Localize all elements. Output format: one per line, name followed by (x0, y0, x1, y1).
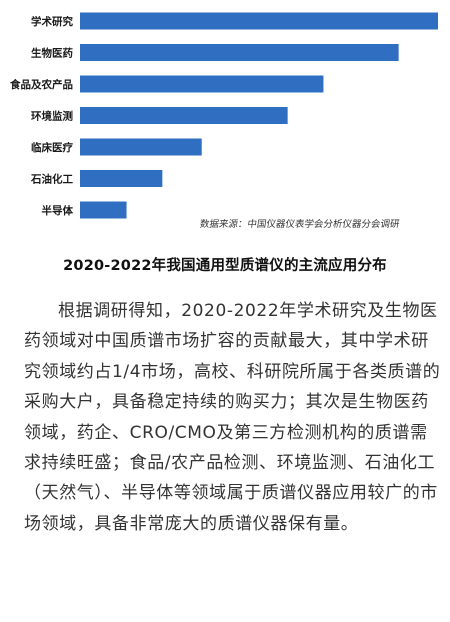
bar-7 (80, 201, 127, 219)
bar-4 (80, 107, 288, 124)
bar-1 (80, 12, 438, 30)
chart-title: 2020-2022年我国通用型质谱仪的主流应用分布 (63, 258, 387, 274)
bar-3 (80, 75, 324, 93)
bar-6 (80, 170, 163, 187)
category-label-1: 学术研究 (31, 15, 73, 28)
category-label-2: 生物医药 (31, 47, 73, 60)
data-source-note: 数据来源：中国仪器仪表学会分析仪器分会调研 (199, 219, 401, 230)
bar-2 (80, 44, 399, 61)
category-label-3: 食品及农产品 (9, 78, 73, 91)
category-label-5: 临床医疗 (31, 141, 73, 154)
category-label-4: 环境监测 (31, 110, 73, 123)
category-label-6: 石油化工 (30, 173, 73, 186)
body-paragraph: 根据调研得知，2020-2022年学术研究及生物医药领域对中国质谱市场扩容的贡献… (24, 301, 441, 534)
bar-5 (80, 138, 202, 156)
category-label-7: 半导体 (42, 204, 74, 217)
